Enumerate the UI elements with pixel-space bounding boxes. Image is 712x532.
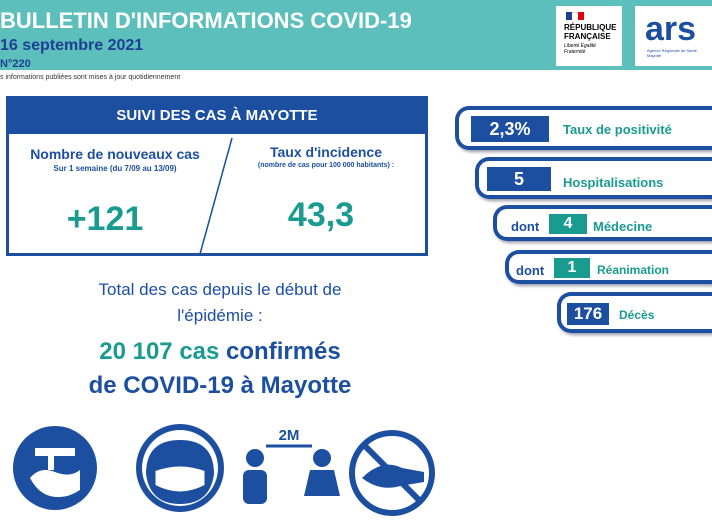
new-cases-sub: Sur 1 semaine (du 7/09 au 13/09) (53, 164, 177, 173)
indicator-value: 5 (487, 167, 551, 191)
incidence-label: Taux d'incidence (270, 144, 382, 160)
indicator-label: Décès (619, 308, 655, 322)
ars-sub: Agence Régionale de Santé Mayotte (647, 48, 697, 58)
note: s informations publiées sont mises à jou… (0, 74, 181, 81)
indicator-value: 1 (554, 258, 590, 278)
date: 16 septembre 2021 (0, 37, 144, 54)
logo-rf: RÉPUBLIQUE FRANÇAISE Liberté Égalité Fra… (556, 6, 622, 66)
indicator-value: 2,3% (471, 116, 549, 142)
indicator-value: 4 (549, 214, 587, 234)
indicator-prefix: dont (511, 219, 540, 234)
indicator-label: Taux de positivité (563, 122, 672, 137)
total-line4: de COVID-19 à Mayotte (88, 372, 352, 399)
indicator: 176 Décès (557, 292, 712, 333)
incidence-value: 43,3 (287, 196, 355, 234)
indicator: dont 4 Médecine (493, 205, 712, 241)
logo-ars: ars Agence Régionale de Santé Mayotte (635, 6, 712, 66)
divider (199, 137, 233, 255)
indicator-label: Médecine (593, 219, 653, 234)
devise: Liberté Égalité Fraternité (564, 43, 596, 55)
indicator-label: Réanimation (597, 263, 670, 277)
total-count: 20 107 cas (99, 338, 220, 365)
total-line1: Total des cas depuis le début de (98, 280, 342, 299)
total-line3: 20 107 cas confirmés (40, 338, 400, 366)
total-line2: l'épidémie : (177, 306, 263, 325)
republique: RÉPUBLIQUE FRANÇAISE (564, 23, 617, 41)
suivi-title: SUIVI DES CAS À MAYOTTE (6, 96, 428, 134)
indicator: dont 1 Réanimation (505, 250, 712, 284)
indicator-prefix: dont (516, 263, 545, 278)
new-cases-label: Nombre de nouveaux cas (30, 146, 200, 162)
icons: 2M (13, 424, 435, 516)
indicator-label: Hospitalisations (563, 175, 664, 190)
ars: ars (645, 10, 697, 48)
distance-label: 2M (279, 427, 300, 444)
indicator: 5 Hospitalisations (475, 157, 712, 199)
number: N°220 (0, 58, 31, 70)
total-confirmed: confirmés (226, 338, 341, 365)
indicator-value: 176 (567, 303, 609, 325)
incidence-sub: (nombre de cas pour 100 000 habitants) : (257, 162, 395, 169)
indicator: 2,3% Taux de positivité (455, 106, 712, 150)
title: BULLETIN D'INFORMATIONS COVID-19 (0, 8, 412, 33)
new-cases-value: +121 (66, 200, 144, 238)
